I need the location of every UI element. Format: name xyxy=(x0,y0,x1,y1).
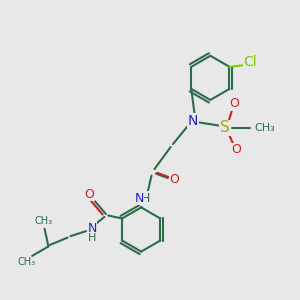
Text: O: O xyxy=(85,188,94,201)
Text: N: N xyxy=(188,114,198,128)
Text: O: O xyxy=(231,143,241,157)
Text: CH₃: CH₃ xyxy=(17,257,35,267)
Text: O: O xyxy=(229,97,239,110)
Text: Cl: Cl xyxy=(243,55,257,68)
Text: N: N xyxy=(87,222,97,235)
Text: O: O xyxy=(169,173,179,186)
Text: CH₃: CH₃ xyxy=(35,216,53,226)
Text: H: H xyxy=(141,192,150,205)
Text: S: S xyxy=(220,120,230,135)
Text: H: H xyxy=(88,233,96,243)
Text: CH₃: CH₃ xyxy=(254,123,275,133)
Text: N: N xyxy=(134,192,144,205)
